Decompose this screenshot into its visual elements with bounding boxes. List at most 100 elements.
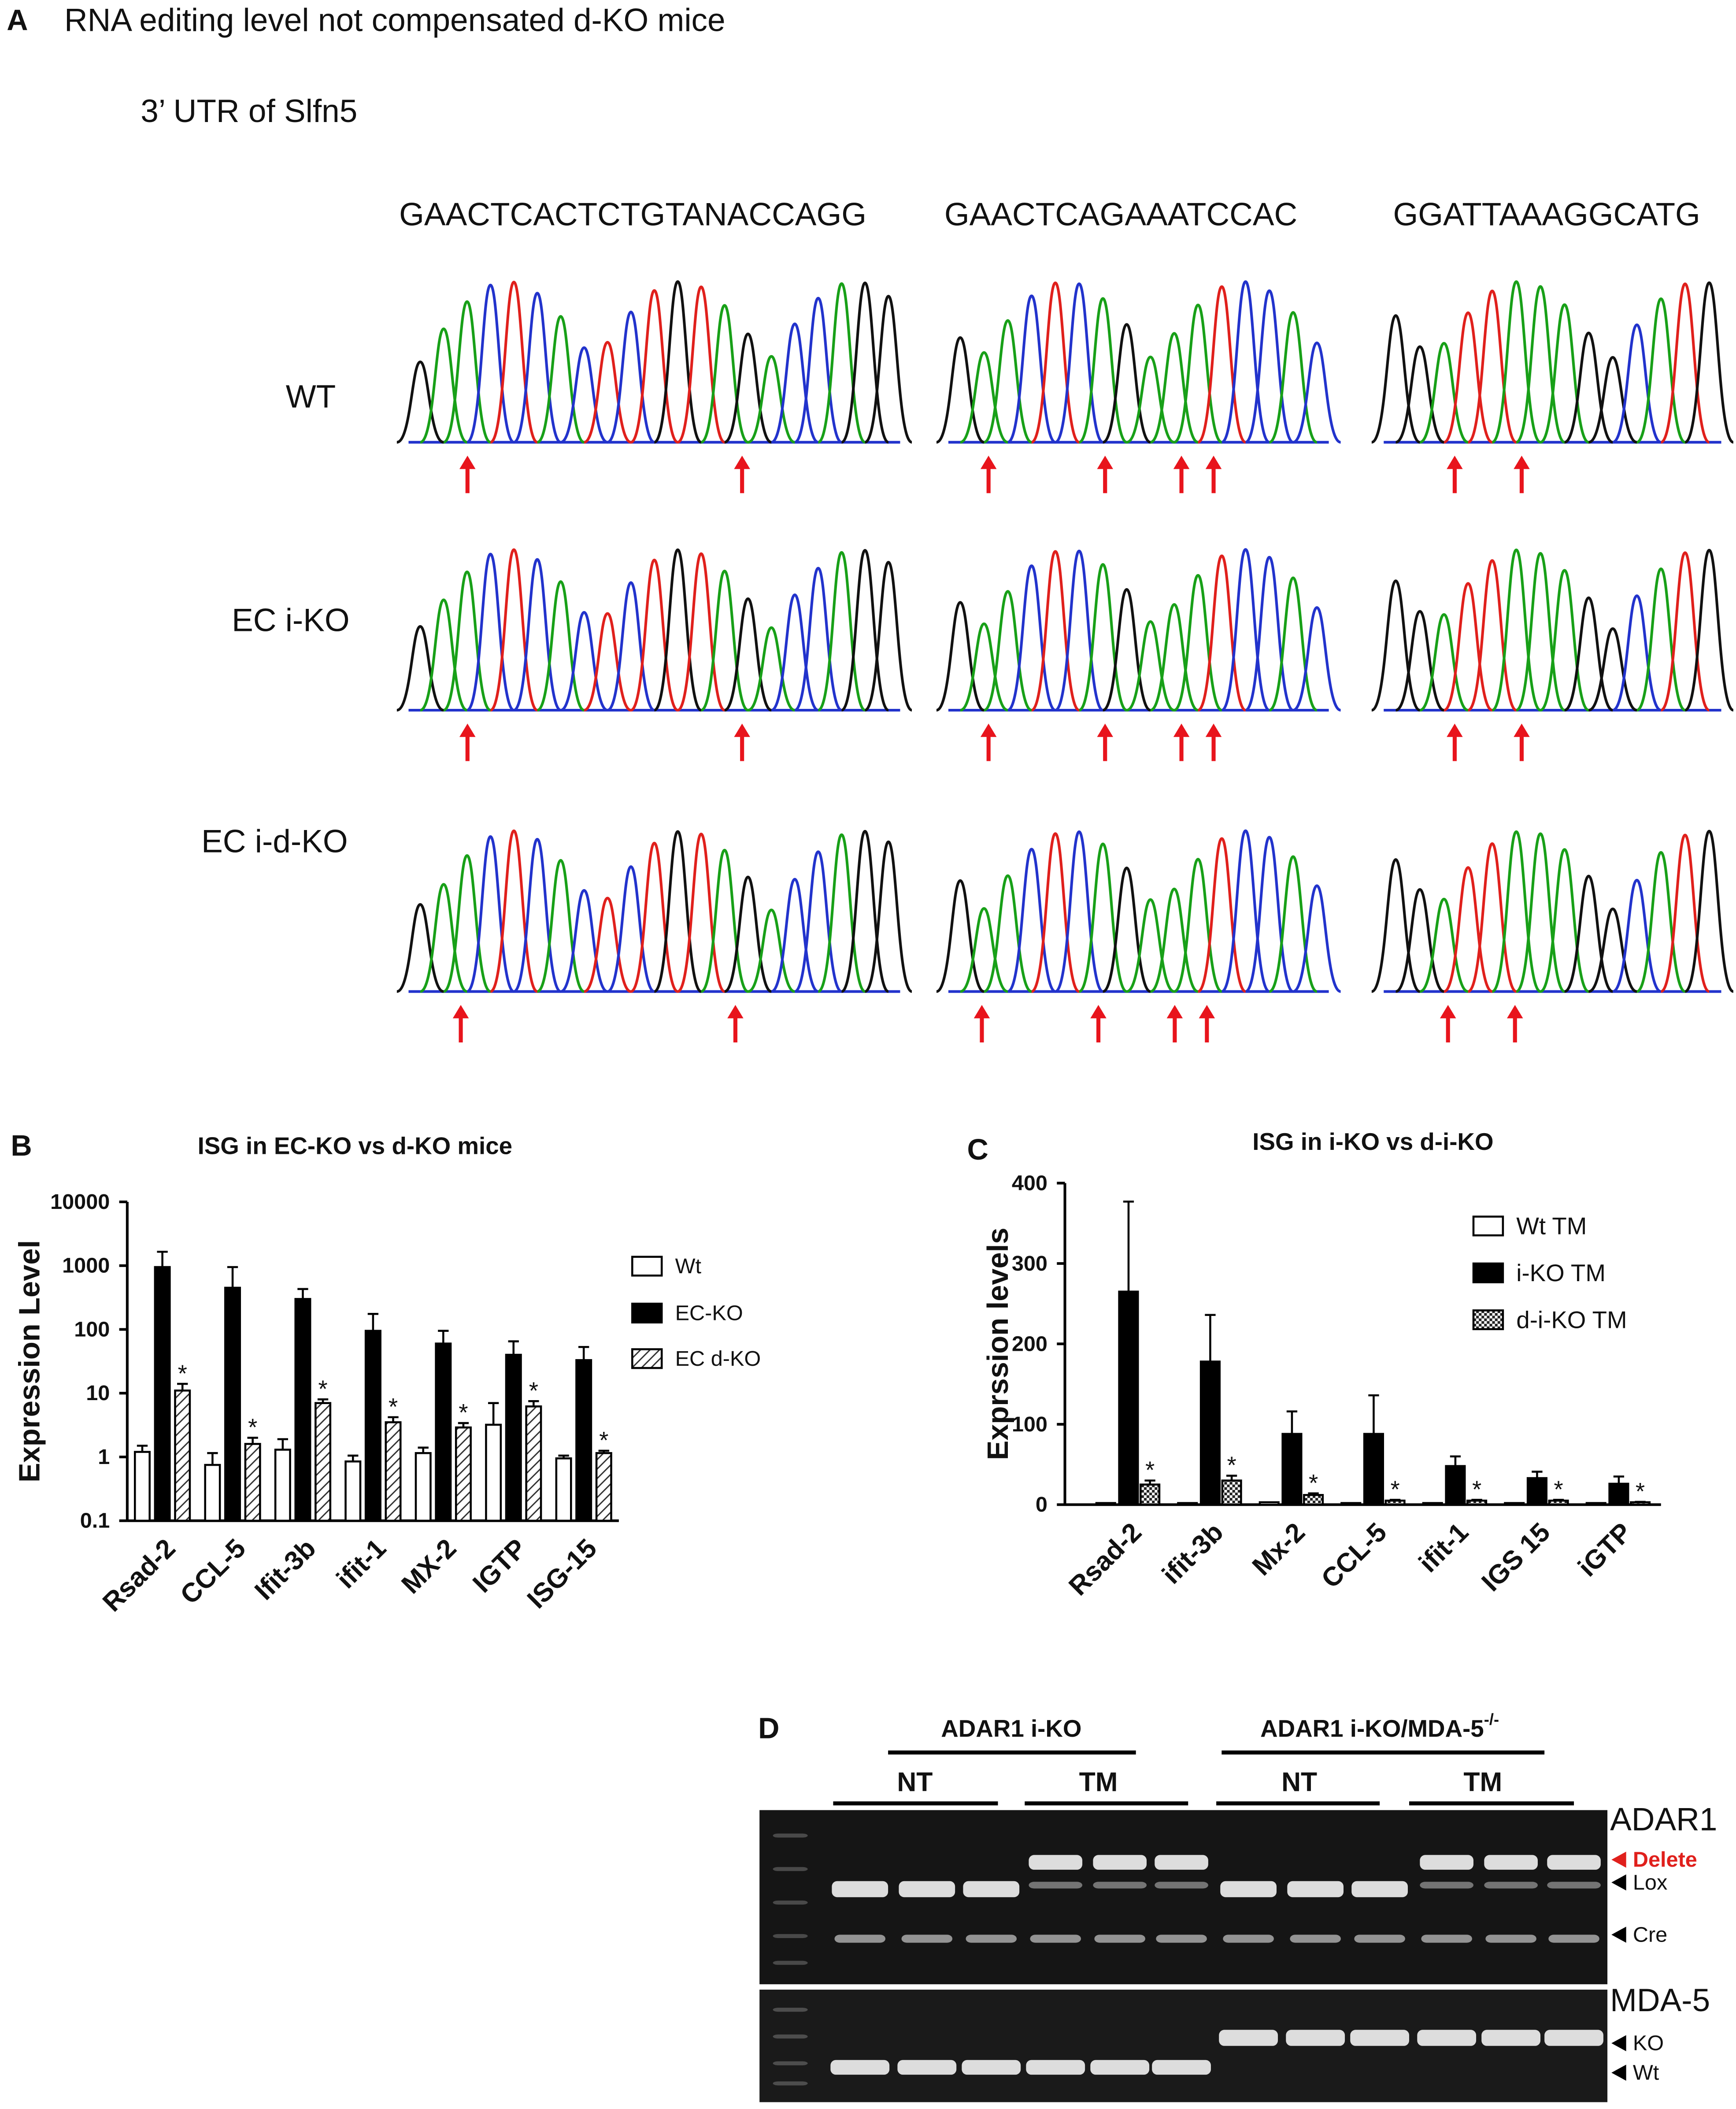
gel-band (773, 2034, 808, 2039)
trace-peak (770, 593, 819, 712)
y-tick-label: 1000 (62, 1254, 110, 1278)
trace-peak (1443, 582, 1493, 712)
bar (1303, 1494, 1324, 1506)
trace-peak (936, 601, 985, 712)
trace-peak (1221, 548, 1270, 712)
trace-peak (584, 897, 632, 993)
trace-peak (1443, 311, 1493, 444)
treatment-label: TM (1463, 1767, 1502, 1797)
trace-peak (560, 889, 608, 993)
gel-band (832, 1881, 888, 1898)
bar (1177, 1502, 1198, 1506)
trace-peak (396, 903, 444, 993)
significance-label: * (1309, 1469, 1318, 1496)
edit-arrow-head (980, 723, 997, 737)
bar (1221, 1479, 1242, 1506)
gel-band (1354, 1935, 1405, 1943)
trace-peak (443, 570, 491, 712)
y-tick-label: 10000 (50, 1190, 110, 1214)
gel-band (1155, 1855, 1208, 1870)
trace-peak (1588, 627, 1637, 712)
group-label: ADAR1 i-KO/MDA-5-/- (1260, 1710, 1499, 1742)
gel-band (1152, 2060, 1211, 2075)
trace-peak (864, 840, 913, 993)
edit-arrow-head (1205, 723, 1222, 737)
trace-peak (1371, 579, 1421, 712)
sequence: GAACTCAGAAATCCAC (944, 196, 1297, 232)
trace-peak (1221, 280, 1270, 444)
x-tick-label: ISG-15 (521, 1533, 602, 1614)
trace-peak (1515, 552, 1566, 712)
trace-peak (1102, 588, 1151, 712)
trace-peak (630, 841, 678, 993)
gel-band (901, 1935, 953, 1943)
gel-band (963, 1881, 1020, 1898)
gel-band (1548, 1935, 1599, 1943)
edit-arrow-head (1514, 723, 1530, 737)
trace-peak (1467, 559, 1517, 712)
trace-peak (1564, 596, 1614, 712)
trace-peak (794, 567, 842, 712)
trace-peak (396, 360, 444, 444)
bar (1384, 1499, 1406, 1506)
treatment-label: NT (897, 1767, 933, 1797)
significance-label: * (1472, 1475, 1481, 1503)
bar (344, 1460, 362, 1522)
panel-label: C (967, 1133, 988, 1166)
bar (1340, 1502, 1362, 1506)
edit-arrow-head (980, 456, 997, 469)
trace-peak (1588, 356, 1637, 444)
bar (415, 1452, 432, 1522)
trace-peak (1055, 282, 1104, 444)
edit-arrow-head (452, 1004, 469, 1019)
trace-peak (770, 322, 819, 444)
sequence: GAACTCACTCTGTANACCAGG (399, 196, 866, 232)
trace-peak (607, 865, 655, 993)
trace-peak (443, 300, 491, 444)
edit-arrow-head (1205, 456, 1222, 469)
trace-peak (1245, 289, 1294, 444)
trace-peak (1660, 551, 1710, 712)
significance-label: * (599, 1427, 608, 1454)
trace-peak (1221, 829, 1270, 993)
trace-peak (1102, 323, 1151, 444)
bar (595, 1452, 612, 1522)
trace-peak (607, 311, 655, 444)
trace-peak (864, 561, 913, 712)
edit-arrow-head (1447, 456, 1463, 469)
bar (1118, 1290, 1139, 1506)
trace-peak (677, 552, 725, 712)
trace-peak (1173, 858, 1222, 993)
trace-peak (1173, 304, 1222, 444)
trace-peak (1269, 311, 1318, 444)
trace-peak (607, 581, 655, 712)
edit-arrow-head (1173, 456, 1190, 469)
trace-peak (724, 875, 772, 993)
trace-peak (1419, 897, 1469, 993)
trace-peak (419, 598, 468, 712)
gel-band (1093, 1855, 1147, 1870)
trace-peak (818, 551, 866, 712)
trace-peak (560, 611, 608, 712)
trace-peak (1031, 550, 1080, 712)
trace-peak (1492, 830, 1541, 993)
significance-label: * (248, 1413, 257, 1441)
trace-peak (1245, 556, 1294, 712)
band-label: KO (1633, 2031, 1664, 2055)
trace-peak (983, 590, 1033, 712)
trace-peak (1292, 606, 1341, 712)
trace-peak (700, 304, 749, 444)
trace-peak (700, 570, 749, 712)
trace-peak (1292, 884, 1341, 993)
trace-peak (1419, 613, 1469, 712)
legend-swatch (631, 1302, 663, 1323)
y-tick-label: 200 (1012, 1332, 1048, 1356)
legend-swatch (631, 1348, 663, 1369)
legend-swatch (1472, 1309, 1504, 1331)
gel-panel: D ADAR1 i-KO ADAR1 i-KO/MDA-5-/- NT TM N… (758, 1710, 1717, 2102)
trace-peak (1660, 282, 1710, 444)
x-tick-label: Ifit-3b (249, 1533, 322, 1605)
trace-peak (1173, 574, 1222, 712)
trace-peak (1540, 303, 1589, 444)
trace-peak (818, 833, 866, 993)
